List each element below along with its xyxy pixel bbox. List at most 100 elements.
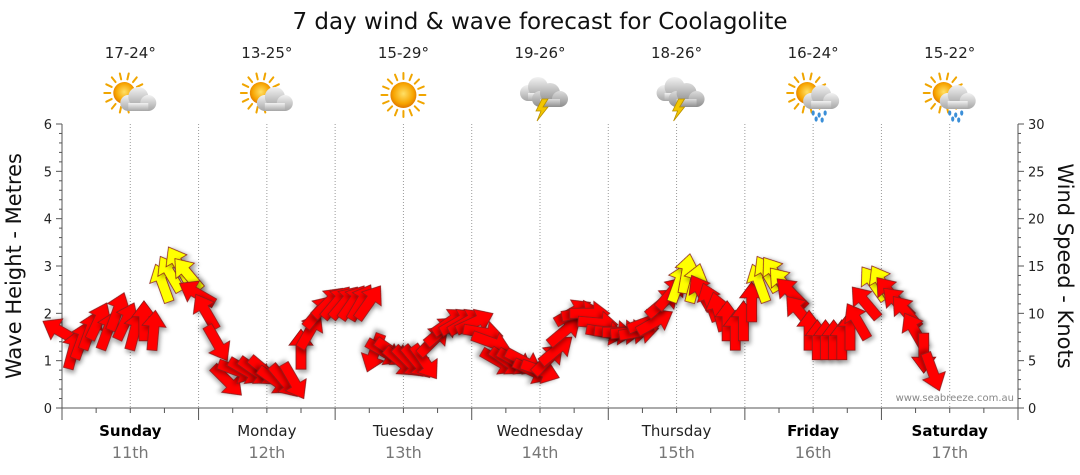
sun-ray bbox=[241, 98, 250, 103]
y-axis-left-ticks: 0 1 2 3 4 5 6 bbox=[44, 118, 52, 417]
sun-ray bbox=[924, 98, 933, 103]
rain-drop bbox=[817, 112, 821, 118]
sun-ray bbox=[110, 76, 117, 84]
sun-ray bbox=[930, 102, 936, 110]
sun-ray bbox=[241, 83, 250, 88]
sun-ray bbox=[105, 98, 113, 103]
thunderstorm-icon bbox=[520, 77, 568, 122]
plot-grid bbox=[129, 124, 951, 408]
sun-ray bbox=[255, 72, 259, 81]
y-right-tick-label: 15 bbox=[1028, 260, 1045, 275]
day-date-label: 12th bbox=[248, 443, 285, 462]
y-left-tick-label: 6 bbox=[44, 118, 52, 133]
rain-drop bbox=[951, 116, 955, 122]
sun-ray bbox=[793, 102, 800, 110]
y-right-tick-label: 30 bbox=[1028, 118, 1045, 133]
y-left-tick-label: 4 bbox=[44, 213, 52, 228]
rain-drop bbox=[960, 110, 964, 116]
sun-ray bbox=[118, 72, 123, 81]
thunderstorm-icon bbox=[656, 77, 705, 122]
sun-ray bbox=[247, 76, 254, 84]
temperature-label: 13-25° bbox=[241, 44, 292, 62]
x-axis-day-labels: Sunday 11th Monday 12th Tuesday 13th Wednesday… bbox=[99, 422, 988, 462]
day-name-label: Monday bbox=[237, 422, 296, 440]
sun-ray bbox=[118, 105, 123, 114]
day-date-label: 13th bbox=[385, 443, 422, 462]
wind-arrow bbox=[352, 285, 382, 323]
y-right-tick-label: 10 bbox=[1028, 307, 1045, 322]
lightning-bolt bbox=[535, 98, 549, 122]
sun-ray bbox=[408, 108, 413, 117]
sun-ray bbox=[945, 72, 950, 81]
y-left-tick-label: 1 bbox=[44, 355, 52, 370]
sun-shower-icon bbox=[922, 72, 976, 123]
sun-ray bbox=[417, 85, 425, 90]
cloud-shape bbox=[120, 87, 157, 111]
y-axis-right-ticks: 0 5 10 15 20 25 30 bbox=[1028, 118, 1045, 417]
sun-ray bbox=[793, 76, 800, 84]
partly-cloudy-icon bbox=[103, 72, 157, 114]
y-left-tick-label: 0 bbox=[44, 402, 52, 417]
y-left-tick-label: 2 bbox=[44, 307, 52, 322]
cloud-shape bbox=[803, 85, 840, 109]
temperature-label: 19-26° bbox=[514, 44, 565, 62]
rain-drop bbox=[814, 116, 818, 122]
temperature-label: 15-29° bbox=[378, 44, 429, 62]
sun-ray bbox=[814, 76, 821, 84]
sun-disc bbox=[390, 82, 417, 108]
wind-arrow-series bbox=[42, 246, 946, 400]
sun-ray bbox=[788, 98, 796, 103]
plot-axes bbox=[56, 123, 1024, 420]
day-name-label: Friday bbox=[787, 422, 839, 440]
day-name-label: Sunday bbox=[99, 422, 162, 440]
sun-ray bbox=[417, 100, 425, 105]
sun-ray bbox=[930, 76, 936, 84]
sun-ray bbox=[809, 72, 813, 81]
credit-label: www.seabreeze.com.au bbox=[896, 393, 1014, 404]
sun-ray bbox=[951, 76, 958, 84]
day-date-label: 17th bbox=[931, 443, 968, 462]
rain-drop bbox=[811, 110, 815, 116]
sun-ray bbox=[272, 83, 280, 88]
sun-ray bbox=[413, 105, 420, 112]
sun-ray bbox=[382, 100, 390, 105]
temperature-label: 18-26° bbox=[651, 44, 702, 62]
wind-arrow bbox=[278, 360, 307, 400]
sun-ray bbox=[386, 105, 394, 112]
lightning-bolt bbox=[671, 98, 686, 122]
rain-drop bbox=[957, 117, 961, 123]
day-date-label: 16th bbox=[795, 443, 832, 462]
sun-ray bbox=[394, 73, 399, 82]
wind-arrow bbox=[141, 309, 167, 352]
sun-ray bbox=[386, 78, 394, 85]
sun-ray bbox=[938, 105, 942, 114]
sun-ray bbox=[105, 83, 113, 88]
sunny-icon bbox=[380, 72, 427, 118]
sun-ray bbox=[135, 83, 144, 88]
y-right-tick-label: 25 bbox=[1028, 165, 1045, 180]
day-date-label: 14th bbox=[522, 443, 559, 462]
wind-arrow bbox=[192, 293, 221, 332]
rain-drop bbox=[820, 117, 824, 123]
temperature-label: 15-22° bbox=[924, 44, 975, 62]
day-name-label: Saturday bbox=[912, 422, 989, 440]
sun-ray bbox=[255, 105, 259, 114]
weather-icon-row bbox=[103, 72, 976, 123]
y-axis-right-label: Wind Speed - Knots bbox=[1053, 163, 1077, 368]
y-right-tick-label: 5 bbox=[1028, 355, 1036, 370]
day-date-label: 11th bbox=[112, 443, 149, 462]
sun-ray bbox=[132, 76, 138, 84]
temperature-row: 17-24° 13-25° 15-29° 19-26° 18-26° 16-24° 15-2… bbox=[105, 44, 976, 62]
sun-ray bbox=[924, 83, 933, 88]
sun-ray bbox=[382, 85, 390, 90]
cloud-shape bbox=[939, 85, 976, 109]
wind-arrow bbox=[844, 303, 873, 342]
day-name-label: Tuesday bbox=[372, 422, 434, 440]
sun-ray bbox=[801, 72, 806, 81]
sun-ray bbox=[247, 102, 254, 110]
sun-ray bbox=[938, 72, 942, 81]
rain-drop bbox=[823, 110, 827, 116]
y-axis-left-label: Wave Height - Metres bbox=[2, 153, 26, 379]
sun-ray bbox=[394, 108, 399, 117]
